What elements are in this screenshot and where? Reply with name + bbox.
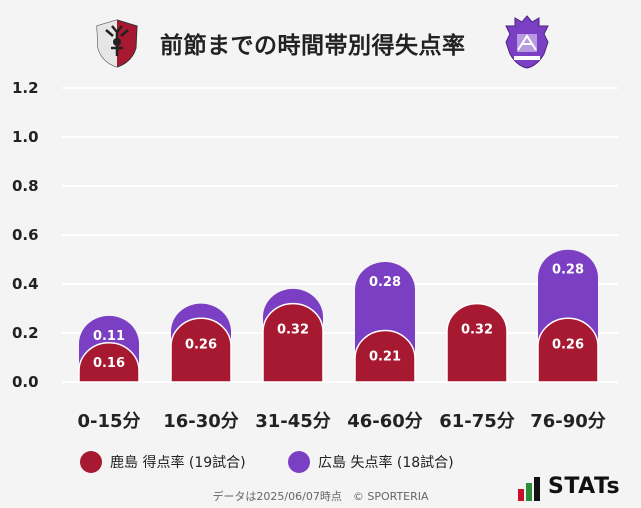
- x-tick-label: 31-45分: [255, 411, 331, 432]
- stats-bars-icon: [518, 477, 540, 501]
- legend: 鹿島 得点率 (19試合) 広島 失点率 (18試合): [80, 450, 540, 474]
- chart-header: 前節までの時間帯別得失点率: [0, 0, 641, 80]
- y-tick-label: 0.8: [12, 177, 39, 195]
- y-axis-ticks: 0.0 0.2 0.4 0.6 0.8 1.0 1.2: [12, 79, 39, 391]
- bar-label-kashima: 0.26: [185, 337, 217, 352]
- bar-kashima: [262, 302, 324, 383]
- bar-label-kashima: 0.32: [461, 323, 493, 338]
- bar-label-kashima: 0.16: [93, 356, 125, 371]
- bar-label-kashima: 0.26: [552, 337, 584, 352]
- bar-label-kashima: 0.32: [277, 323, 309, 338]
- bar-kashima: [537, 317, 599, 383]
- x-tick-label: 61-75分: [439, 411, 515, 432]
- bar-kashima: [446, 302, 508, 383]
- footnote: データは2025/06/07時点 © SPORTERIA: [212, 490, 429, 503]
- x-tick-label: 46-60分: [347, 411, 423, 432]
- x-tick-label: 16-30分: [163, 411, 239, 432]
- grid-lines: [62, 87, 618, 383]
- y-tick-label: 1.0: [12, 128, 39, 146]
- legend-swatch-kashima: [80, 451, 102, 473]
- stats-brand: STATs: [518, 474, 636, 502]
- legend-swatch-hiroshima: [288, 451, 310, 473]
- bar-label-hiroshima: 0.28: [369, 275, 401, 290]
- bar-label-hiroshima: 0.28: [552, 263, 584, 278]
- bars: [78, 249, 599, 383]
- chart-title: 前節までの時間帯別得失点率: [160, 33, 466, 59]
- x-axis-ticks: 0-15分 16-30分 31-45分 46-60分 61-75分 76-90分: [77, 411, 605, 432]
- legend-label-kashima: 鹿島 得点率 (19試合): [110, 455, 246, 471]
- bar-label-kashima: 0.21: [369, 350, 401, 365]
- bar-chart: 0.00.20.40.60.81.01.2 0.160.110.260.320.…: [12, 79, 618, 432]
- legend-item-hiroshima: 広島 失点率 (18試合): [288, 450, 454, 474]
- sanfrecce-hiroshima-logo: [505, 15, 549, 69]
- y-tick-label: 0.4: [12, 275, 39, 293]
- bar-kashima: [78, 342, 140, 383]
- y-tick-label: 0.0: [12, 373, 39, 391]
- legend-label-hiroshima: 広島 失点率 (18試合): [318, 455, 454, 471]
- y-tick-label: 0.2: [12, 324, 39, 342]
- x-tick-label: 76-90分: [530, 411, 606, 432]
- bar-kashima: [170, 317, 232, 383]
- bar-labels: 0.16 0.11 0.26 0.32 0.21 0.28 0.32 0.26 0.28: [93, 263, 584, 371]
- y-tick-label: 0.6: [12, 226, 39, 244]
- x-tick-label: 0-15分: [77, 411, 140, 432]
- kashima-antlers-logo: [96, 19, 138, 68]
- stats-wordmark: STATs: [548, 474, 621, 499]
- y-tick-label: 1.2: [12, 79, 39, 97]
- bar-kashima: [354, 329, 416, 383]
- bar-label-hiroshima: 0.11: [93, 329, 125, 344]
- legend-item-kashima: 鹿島 得点率 (19試合): [80, 450, 246, 474]
